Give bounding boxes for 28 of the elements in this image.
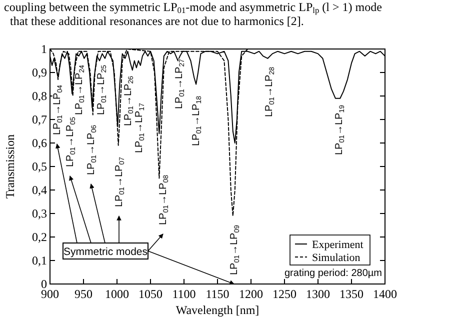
- x-tick-label: 1150: [206, 287, 230, 301]
- annotation: Symmetric modes: [63, 246, 148, 258]
- y-tick-label: 0,7: [32, 112, 47, 126]
- x-tick-label: 950: [74, 287, 92, 301]
- legend-label: Simulation: [312, 252, 361, 264]
- text: that these additional resonances are not due to harmonics [2].: [10, 14, 304, 28]
- x-tick-label: 1300: [306, 287, 330, 301]
- y-tick-label: 1: [41, 42, 47, 56]
- legend-label: Experiment: [312, 239, 364, 251]
- x-tick-label: 1100: [172, 287, 196, 301]
- x-tick-label: 1250: [272, 287, 296, 301]
- annotation: grating period: 280µm: [284, 268, 382, 279]
- y-tick-label: 0,5: [32, 160, 47, 174]
- y-tick-label: 0,3: [32, 206, 47, 220]
- text: coupling between the symmetric LP$_{01}$-mode and asymmetric LP$_{lp}$ (l > 1) mode: [4, 0, 382, 15]
- y-tick-label: 0,6: [32, 136, 47, 150]
- x-tick-label: 1000: [105, 287, 129, 301]
- x-tick-label: 1400: [373, 287, 397, 301]
- y-tick-label: 0,1: [32, 254, 47, 268]
- y-tick-label: 0,4: [32, 183, 47, 197]
- x-tick-label: 1350: [340, 287, 364, 301]
- y-axis-title: Transmission: [3, 134, 17, 199]
- x-tick-label: 1050: [138, 287, 162, 301]
- y-tick-label: 0,9: [32, 66, 47, 80]
- y-tick-label: 0,8: [32, 89, 47, 103]
- x-tick-label: 1200: [239, 287, 263, 301]
- y-tick-label: 0,2: [32, 230, 47, 244]
- x-axis-title: Wavelength [nm]: [176, 303, 260, 317]
